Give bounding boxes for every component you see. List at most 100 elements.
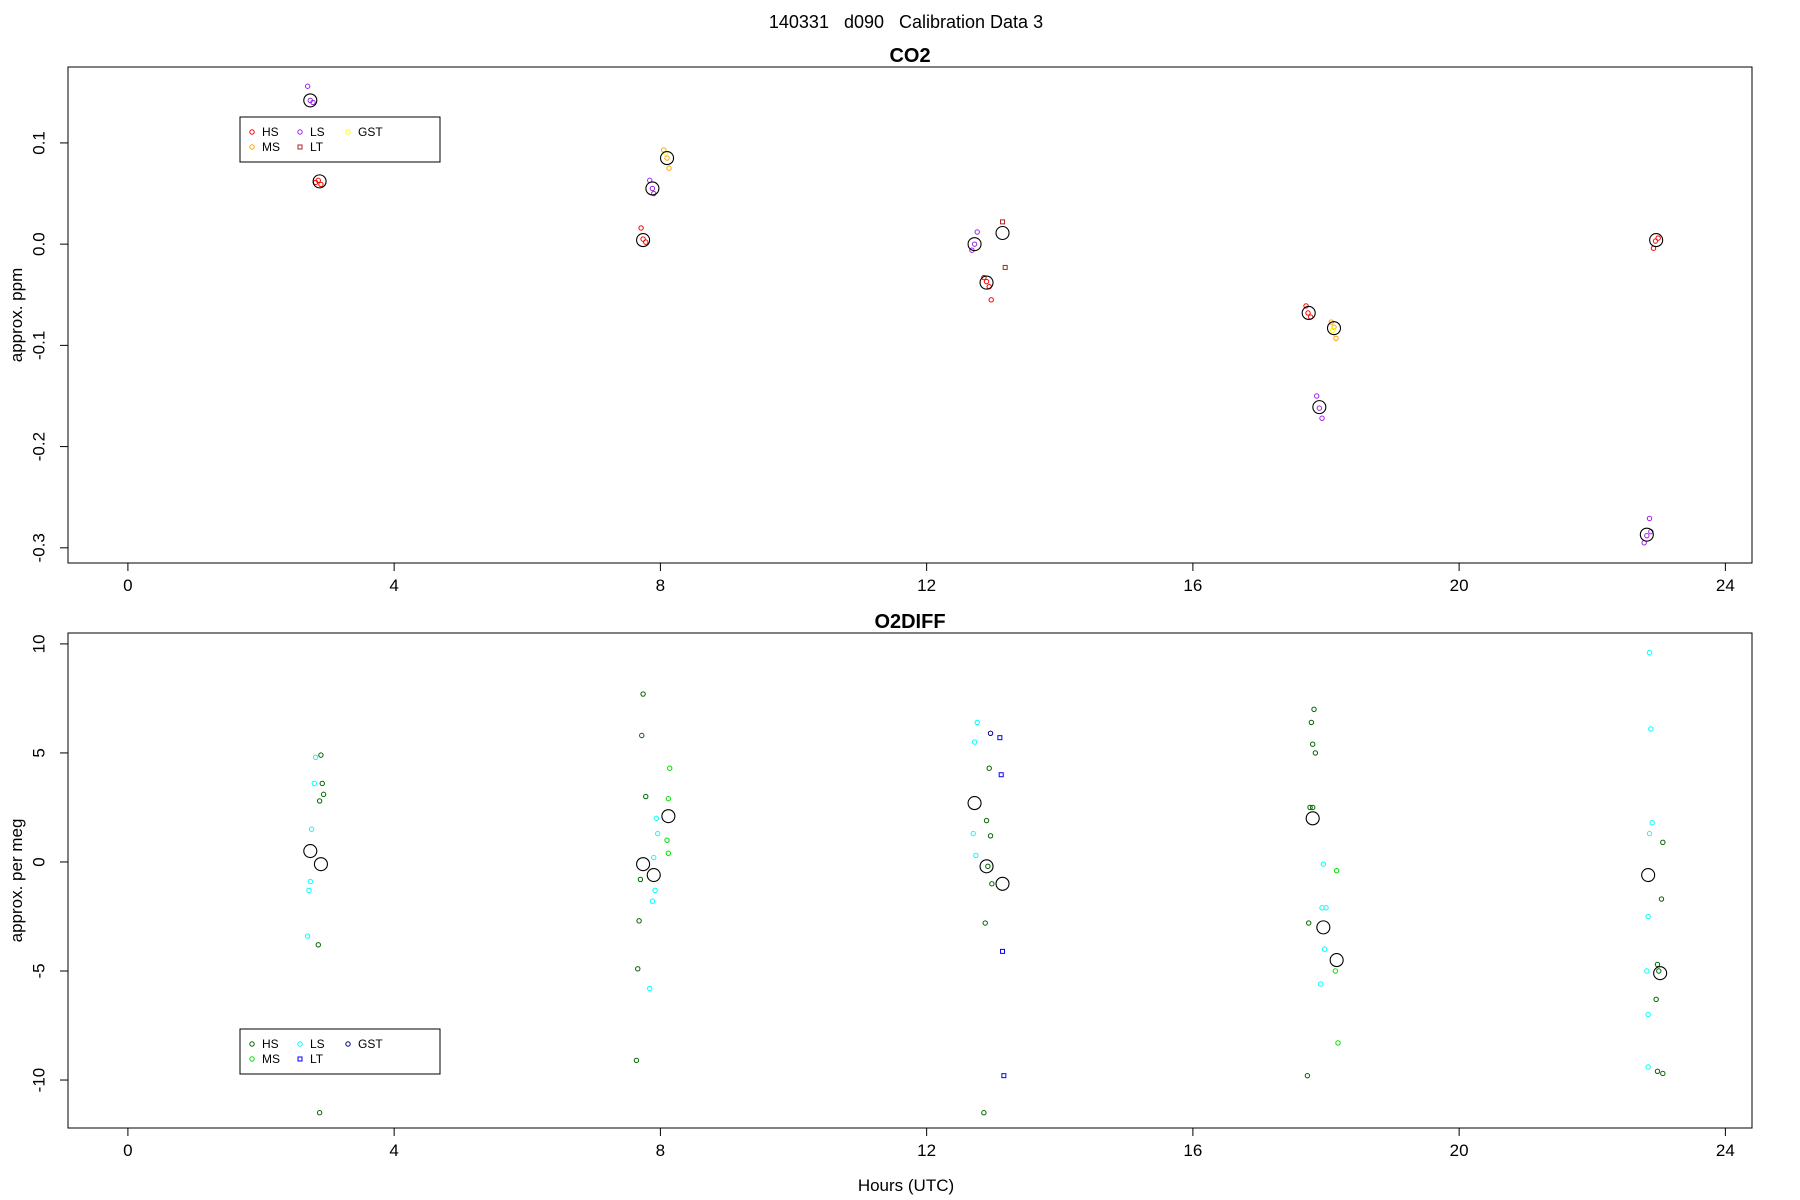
o2diff-point-ls (311, 780, 317, 787)
o2diff-point-ls (1649, 820, 1655, 826)
o2diff-point-ls (1645, 1011, 1651, 1018)
o2diff-point-ls (653, 815, 660, 822)
figure-title: 140331 d090 Calibration Data 3 (769, 12, 1043, 32)
co2-mean-point (645, 181, 660, 196)
o2diff-point-gst (987, 730, 994, 737)
co2-x-tick-label: 16 (1183, 576, 1202, 595)
o2diff-x-tick-label: 20 (1450, 1141, 1469, 1160)
o2diff-legend-marker-ms (249, 1056, 255, 1062)
o2diff-mean-point (979, 859, 994, 874)
o2diff-legend-label-ls: LS (310, 1037, 325, 1051)
o2diff-point-hs (981, 1110, 987, 1116)
o2diff-point-lt (998, 772, 1004, 778)
o2diff-point-ls (647, 985, 653, 992)
o2diff-y-tick-label: -10 (29, 1068, 48, 1093)
o2diff-point-ls (655, 830, 661, 837)
o2diff-point-hs (1654, 961, 1661, 968)
o2diff-point-ls (304, 933, 311, 939)
co2-legend-marker-gst (345, 129, 351, 135)
co2-mean-point (995, 225, 1010, 241)
o2diff-mean-point (646, 867, 661, 883)
co2-point-hs (1303, 303, 1309, 309)
co2-legend-marker-ls (297, 129, 303, 135)
co2-mean-point (967, 237, 982, 252)
o2diff-y-axis-label: approx. per meg (7, 819, 26, 943)
co2-point-ls (1316, 405, 1323, 411)
o2diff-point-hs (640, 691, 646, 697)
co2-point-hs (640, 236, 646, 242)
co2-point-hs (638, 225, 644, 231)
co2-point-hs (1305, 310, 1311, 316)
co2-point-ls (1644, 532, 1650, 539)
co2-x-tick-label: 8 (656, 576, 665, 595)
o2diff-point-ls (973, 852, 979, 859)
o2diff-legend-box (239, 1028, 441, 1075)
co2-panel: CO2 approx. ppm 0 4 8 12 16 20 24 0.1 0.0 -0.1 -0.2 -… (7, 45, 1753, 595)
o2diff-point-hs (639, 732, 645, 739)
o2diff-legend-marker-hs (249, 1041, 255, 1047)
o2diff-mean-point (1316, 920, 1331, 935)
o2diff-y-tick-label: 5 (29, 748, 48, 757)
o2diff-point-ms (1332, 968, 1339, 974)
co2-legend-label-gst: GST (358, 125, 383, 139)
o2diff-point-hs (1660, 839, 1666, 846)
co2-mean-point (979, 275, 994, 290)
o2diff-x-tick-label: 4 (389, 1141, 398, 1160)
co2-point-hs (318, 181, 324, 188)
co2-mean-point (1326, 321, 1342, 336)
o2diff-point-hs (1660, 1070, 1666, 1077)
o2diff-point-ls (1645, 1064, 1651, 1070)
co2-point-ms (1331, 324, 1337, 330)
co2-mean-point (1301, 305, 1316, 321)
co2-y-tick-label: -0.3 (29, 533, 48, 562)
o2diff-point-ls (1646, 649, 1653, 656)
co2-legend-label-lt: LT (310, 140, 324, 154)
x-axis-label: Hours (UTC) (858, 1176, 954, 1195)
co2-y-tick-label: 0.1 (29, 131, 48, 155)
o2diff-point-ls (974, 719, 980, 726)
o2diff-x-tick-label: 0 (123, 1141, 132, 1160)
co2-mean-point (1312, 400, 1327, 415)
co2-point-ms (1333, 335, 1339, 341)
o2diff-point-ls (651, 854, 657, 861)
co2-legend-label-ls: LS (310, 125, 325, 139)
o2diff-point-hs (983, 817, 990, 824)
o2diff-point-hs (989, 881, 995, 887)
o2diff-point-lt (997, 735, 1003, 741)
o2diff-point-ls (1644, 968, 1650, 974)
co2-legend-marker-ms (249, 144, 255, 150)
o2diff-point-ms (667, 765, 673, 771)
co2-point-ls (649, 185, 656, 192)
o2diff-point-hs (320, 791, 327, 798)
o2diff-point-hs (319, 780, 325, 787)
o2diff-x-tick-label: 8 (656, 1141, 665, 1160)
co2-point-ms (666, 165, 672, 171)
o2diff-legend-label-lt: LT (310, 1052, 324, 1066)
o2diff-point-ls (1645, 913, 1651, 920)
o2diff-point-ls (307, 878, 313, 885)
o2diff-legend-label-gst: GST (358, 1037, 383, 1051)
co2-mean-point (1639, 527, 1654, 542)
o2diff-y-tick-label: -5 (29, 963, 48, 978)
co2-y-tick-label: -0.1 (29, 331, 48, 360)
o2diff-x-tick-label: 16 (1183, 1141, 1202, 1160)
o2diff-point-hs (1308, 719, 1315, 726)
o2diff-point-ms (665, 796, 672, 802)
o2diff-mean-point (636, 857, 651, 872)
o2diff-mean-point (1329, 953, 1344, 968)
o2diff-point-hs (316, 1110, 323, 1116)
o2diff-point-ls (649, 898, 656, 904)
co2-point-hs (1655, 235, 1661, 241)
o2diff-mean-point (967, 796, 982, 811)
o2diff-point-ls (652, 887, 658, 894)
o2diff-y-tick-label: 0 (29, 857, 48, 866)
o2diff-legend-label-hs: HS (262, 1037, 279, 1051)
co2-mean-point (636, 233, 651, 248)
o2diff-point-hs (1307, 804, 1313, 811)
co2-mean-point (312, 174, 327, 189)
o2diff-point-hs (1304, 1072, 1311, 1079)
o2diff-point-ls (1648, 726, 1654, 732)
o2diff-legend-marker-ls (297, 1041, 303, 1047)
co2-x-tick-label: 0 (123, 576, 132, 595)
